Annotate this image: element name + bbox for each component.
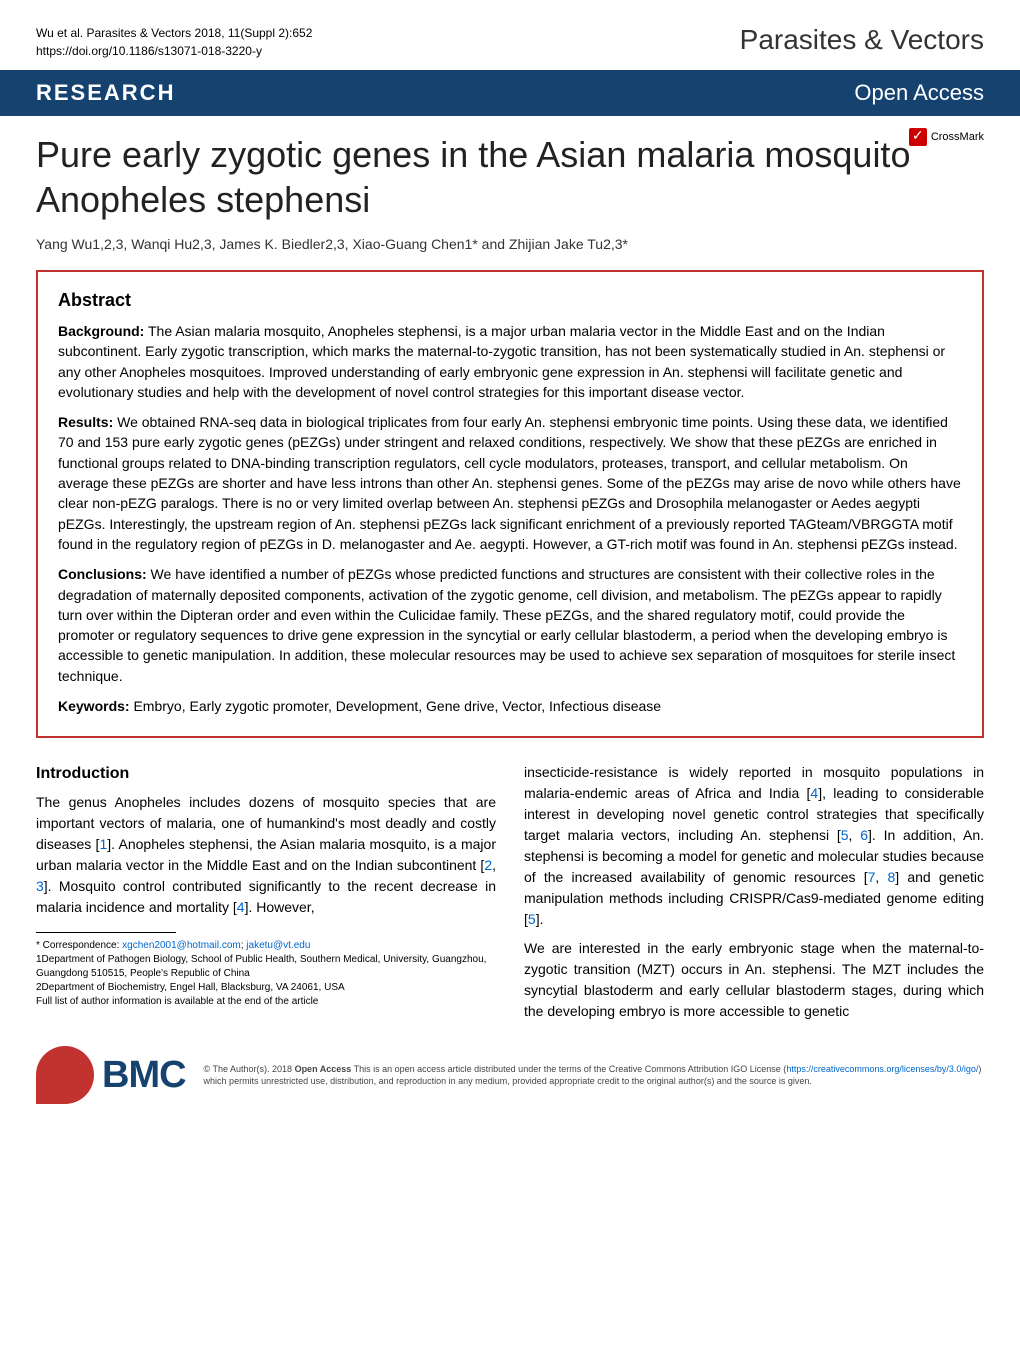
background-label: Background: — [58, 323, 144, 339]
results-text: We obtained RNA-seq data in biological t… — [58, 414, 961, 552]
crossmark-icon — [909, 128, 927, 146]
keywords-label: Keywords: — [58, 698, 130, 714]
footnotes: * Correspondence: xgchen2001@hotmail.com… — [36, 939, 496, 1009]
intro-paragraph-1: The genus Anopheles includes dozens of m… — [36, 792, 496, 918]
results-label: Results: — [58, 414, 113, 430]
research-label: RESEARCH — [36, 80, 175, 106]
bmc-arc-icon — [36, 1046, 94, 1104]
journal-logo: Parasites & Vectors — [740, 24, 984, 56]
footnote-divider — [36, 932, 176, 933]
abstract-background: Background: The Asian malaria mosquito, … — [58, 321, 962, 402]
affiliation-2: 2Department of Biochemistry, Engel Hall,… — [36, 981, 496, 995]
ref-link-4[interactable]: 4 — [237, 899, 245, 915]
correspondence-email-2[interactable]: jaketu@vt.edu — [246, 940, 310, 951]
intro-paragraph-2: We are interested in the early embryonic… — [524, 938, 984, 1022]
body-columns: Introduction The genus Anopheles include… — [0, 762, 1020, 1030]
ref-link-5b[interactable]: 5 — [528, 911, 536, 927]
license-url[interactable]: https://creativecommons.org/licenses/by/… — [786, 1064, 978, 1074]
introduction-heading: Introduction — [36, 762, 496, 786]
bmc-text: BMC — [102, 1054, 186, 1097]
column-left: Introduction The genus Anopheles include… — [36, 762, 496, 1030]
citation-doi: https://doi.org/10.1186/s13071-018-3220-… — [36, 42, 312, 60]
intro-paragraph-1-cont: insecticide-resistance is widely reporte… — [524, 762, 984, 930]
license-text: © The Author(s). 2018 Open Access This i… — [204, 1063, 984, 1088]
authors-line: Yang Wu1,2,3, Wanqi Hu2,3, James K. Bied… — [0, 230, 1020, 270]
ref-link-3[interactable]: 3 — [36, 878, 44, 894]
abstract-conclusions: Conclusions: We have identified a number… — [58, 564, 962, 686]
crossmark-label: CrossMark — [931, 131, 984, 143]
conclusions-text: We have identified a number of pEZGs who… — [58, 566, 955, 683]
crossmark-badge[interactable]: CrossMark — [909, 128, 984, 146]
column-right: insecticide-resistance is widely reporte… — [524, 762, 984, 1030]
ref-link-5[interactable]: 5 — [841, 827, 849, 843]
correspondence-email-1[interactable]: xgchen2001@hotmail.com — [122, 940, 241, 951]
abstract-box: Abstract Background: The Asian malaria m… — [36, 270, 984, 738]
footer-bar: BMC © The Author(s). 2018 Open Access Th… — [0, 1030, 1020, 1128]
correspondence-line: * Correspondence: xgchen2001@hotmail.com… — [36, 939, 496, 953]
article-title: Pure early zygotic genes in the Asian ma… — [36, 132, 984, 222]
background-text: The Asian malaria mosquito, Anopheles st… — [58, 323, 945, 400]
research-banner: RESEARCH Open Access — [0, 70, 1020, 116]
open-access-label: Open Access — [854, 80, 984, 106]
header-bar: Wu et al. Parasites & Vectors 2018, 11(S… — [0, 0, 1020, 70]
ref-link-2[interactable]: 2 — [484, 857, 492, 873]
open-access-bold: Open Access — [295, 1064, 352, 1074]
full-affiliation-note: Full list of author information is avail… — [36, 995, 496, 1009]
abstract-keywords: Keywords: Embryo, Early zygotic promoter… — [58, 696, 962, 716]
citation-block: Wu et al. Parasites & Vectors 2018, 11(S… — [36, 24, 312, 60]
affiliation-1: 1Department of Pathogen Biology, School … — [36, 953, 496, 981]
bmc-logo: BMC — [36, 1046, 186, 1104]
abstract-results: Results: We obtained RNA-seq data in bio… — [58, 412, 962, 554]
conclusions-label: Conclusions: — [58, 566, 147, 582]
keywords-text: Embryo, Early zygotic promoter, Developm… — [130, 698, 661, 714]
citation-line-1: Wu et al. Parasites & Vectors 2018, 11(S… — [36, 24, 312, 42]
ref-link-6[interactable]: 6 — [860, 827, 868, 843]
abstract-heading: Abstract — [58, 290, 962, 311]
title-section: CrossMark Pure early zygotic genes in th… — [0, 116, 1020, 230]
